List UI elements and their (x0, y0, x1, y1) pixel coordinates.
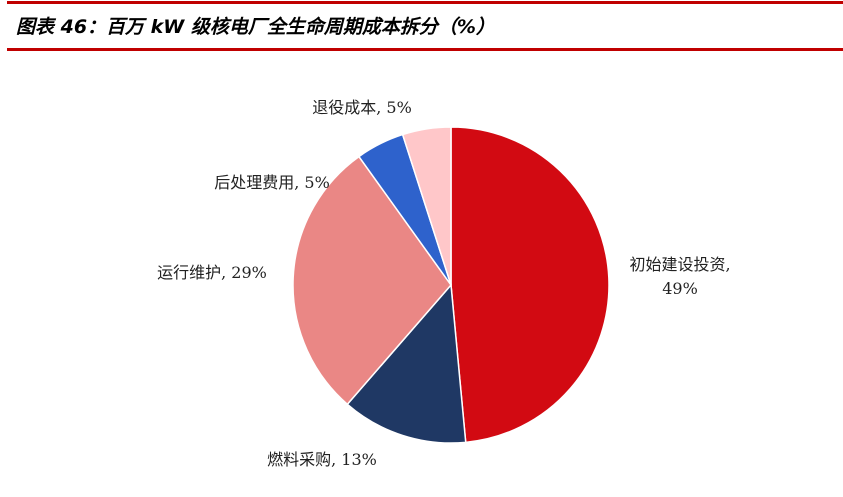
slice-label: 燃料采购, 13% (267, 450, 377, 469)
chart-title: 图表 46：百万 kW 级核电厂全生命周期成本拆分（%） (16, 16, 495, 38)
slice-label: 初始建设投资, (629, 255, 730, 274)
slice-label: 后处理费用, 5% (214, 173, 330, 192)
pie-slice-0 (450, 126, 610, 444)
pie-slice-2 (292, 155, 452, 406)
pie-slice-1 (346, 283, 467, 444)
pie-slice-4 (401, 126, 452, 286)
slice-label: 49% (662, 279, 698, 298)
slice-label: 运行维护, 29% (157, 263, 267, 282)
slice-label: 退役成本, 5% (312, 98, 412, 117)
top-rule (7, 1, 843, 4)
title-rule (7, 48, 843, 51)
